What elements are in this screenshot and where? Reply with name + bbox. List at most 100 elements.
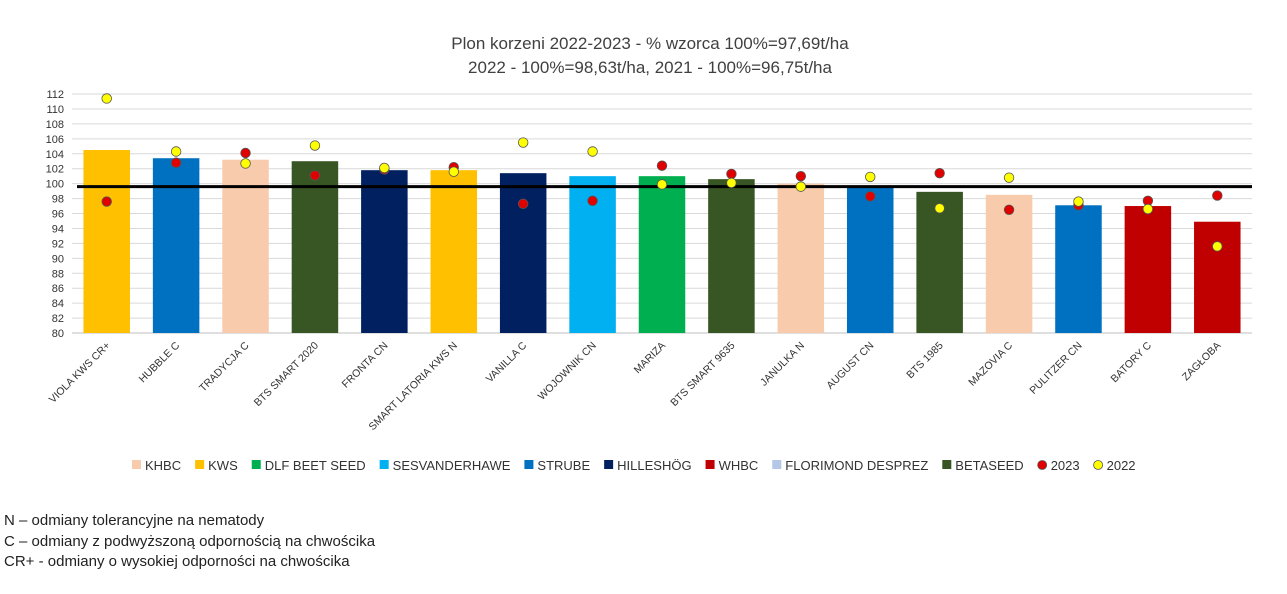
y-tick-label: 112 [46, 89, 64, 101]
y-tick-label: 88 [52, 268, 64, 280]
legend-swatch [251, 460, 261, 469]
y-tick-label: 110 [46, 104, 64, 116]
x-tick-label: TRADYCJA C [197, 339, 252, 394]
bar [152, 158, 200, 333]
dot-2022 [309, 140, 321, 151]
legend-label: BETASEED [955, 458, 1023, 473]
legend-label: FLORIMOND DESPREZ [785, 458, 928, 473]
dot-2022 [170, 146, 182, 157]
legend-swatch [195, 460, 205, 469]
dot-2022 [1073, 196, 1084, 207]
bar [1124, 206, 1172, 333]
dot-2022 [587, 146, 598, 157]
y-tick-label: 94 [52, 223, 64, 235]
y-tick-label: 86 [52, 283, 64, 295]
dot-2023 [726, 168, 737, 180]
dot-2023 [170, 157, 182, 168]
bar [708, 179, 755, 333]
dot-2023 [240, 147, 251, 159]
legend-label: 2023 [1051, 458, 1080, 473]
dot-2022 [934, 203, 945, 214]
legend-label: HILLESHÖG [617, 458, 691, 473]
legend-swatch [379, 460, 389, 469]
y-tick-label: 108 [46, 119, 64, 131]
x-tick-label: BTS 1985 [904, 340, 946, 382]
legend-label: 2022 [1107, 458, 1136, 473]
dot-2022 [1142, 203, 1154, 215]
dot-2023 [309, 170, 321, 181]
y-tick-label: 90 [52, 253, 64, 265]
dot-2022 [865, 171, 876, 183]
y-tick-label: 102 [46, 164, 64, 176]
dot-2023 [1212, 190, 1223, 201]
dot-2023 [587, 195, 598, 207]
x-tick-label: BTS SMART 9635 [668, 340, 737, 409]
y-tick-label: 98 [52, 194, 64, 206]
legend-label: STRUBE [537, 458, 590, 473]
bar [222, 159, 269, 333]
bar [1055, 205, 1102, 333]
y-tick-label: 104 [46, 149, 64, 161]
bars [83, 150, 1241, 333]
dot-2023 [1003, 204, 1015, 215]
x-tick-label: FRONTA CN [340, 340, 391, 391]
dot-2023 [101, 196, 112, 207]
dot-2022 [517, 137, 529, 148]
legend-swatch [705, 460, 715, 469]
x-tick-label: ZAGŁOBA [1180, 340, 1224, 384]
legend-swatch [132, 460, 141, 469]
dot-2022 [795, 181, 807, 192]
legend-label: SESVANDERHAWE [393, 458, 511, 473]
bar [499, 173, 547, 333]
chart: Plon korzeni 2022-2023 - % wzorca 100%=9… [46, 34, 1252, 473]
y-tick-label: 96 [52, 209, 64, 221]
dot-2023 [934, 167, 945, 179]
legend-label: WHBC [719, 458, 759, 473]
x-tick-label: VANILLA C [484, 339, 530, 385]
x-tick-label: AUGUST CN [824, 340, 876, 392]
y-tick-label: 92 [52, 238, 64, 250]
x-tick-label: BTS SMART 2020 [252, 340, 321, 409]
bar [916, 191, 963, 333]
dot-2022 [101, 93, 112, 104]
note-c: C – odmiany z podwyższoną odpornością na… [4, 532, 376, 550]
x-axis-labels: VIOLA KWS CR+ HUBBLE C TRADYCJA C BTS SMART… [47, 339, 1224, 433]
dot-2023 [865, 191, 876, 202]
dot-2023 [656, 160, 668, 171]
legend-swatch [604, 460, 614, 469]
legend-dot [1037, 460, 1048, 470]
dot-2022 [726, 177, 737, 189]
legend-swatch [524, 460, 534, 469]
chart-title-line-2: 2022 - 100%=98,63t/ha, 2021 - 100%=96,75… [468, 58, 832, 77]
x-tick-label: HUBBLE C [137, 339, 183, 385]
x-tick-label: PULITZER CN [1027, 340, 1084, 397]
x-tick-label: BATORY C [1109, 339, 1155, 385]
y-tick-label: 80 [52, 328, 64, 340]
legend-swatch [772, 460, 782, 469]
bar [1194, 221, 1241, 333]
bar [638, 176, 686, 333]
dot-2022 [656, 179, 668, 190]
chart-title-line-1: Plon korzeni 2022-2023 - % wzorca 100%=9… [451, 34, 849, 53]
dot-2023 [795, 170, 807, 182]
bar [361, 170, 408, 333]
bar [291, 161, 339, 333]
note-cr: CR+ - odmiany o wysokiej odporności na c… [4, 553, 350, 570]
legend-dot [1093, 460, 1104, 470]
legend-label: DLF BEET SEED [265, 458, 366, 473]
legend-label: KWS [208, 458, 238, 473]
y-tick-label: 106 [46, 134, 64, 146]
x-tick-label: MAZOVIA C [966, 339, 1015, 388]
legend-label: KHBC [145, 458, 181, 473]
dot-2022 [1003, 172, 1015, 183]
note-n: N – odmiany tolerancyjne na nematody [4, 512, 265, 529]
legend-swatch [942, 460, 952, 469]
x-tick-label: JANULKA N [758, 340, 807, 389]
bar [846, 185, 894, 333]
y-tick-label: 84 [52, 298, 64, 310]
dot-2022 [240, 158, 251, 169]
x-tick-label: MARIZA [632, 340, 669, 377]
bar [430, 170, 478, 333]
y-tick-label: 100 [46, 179, 64, 191]
x-tick-label: VIOLA KWS CR+ [47, 340, 113, 406]
